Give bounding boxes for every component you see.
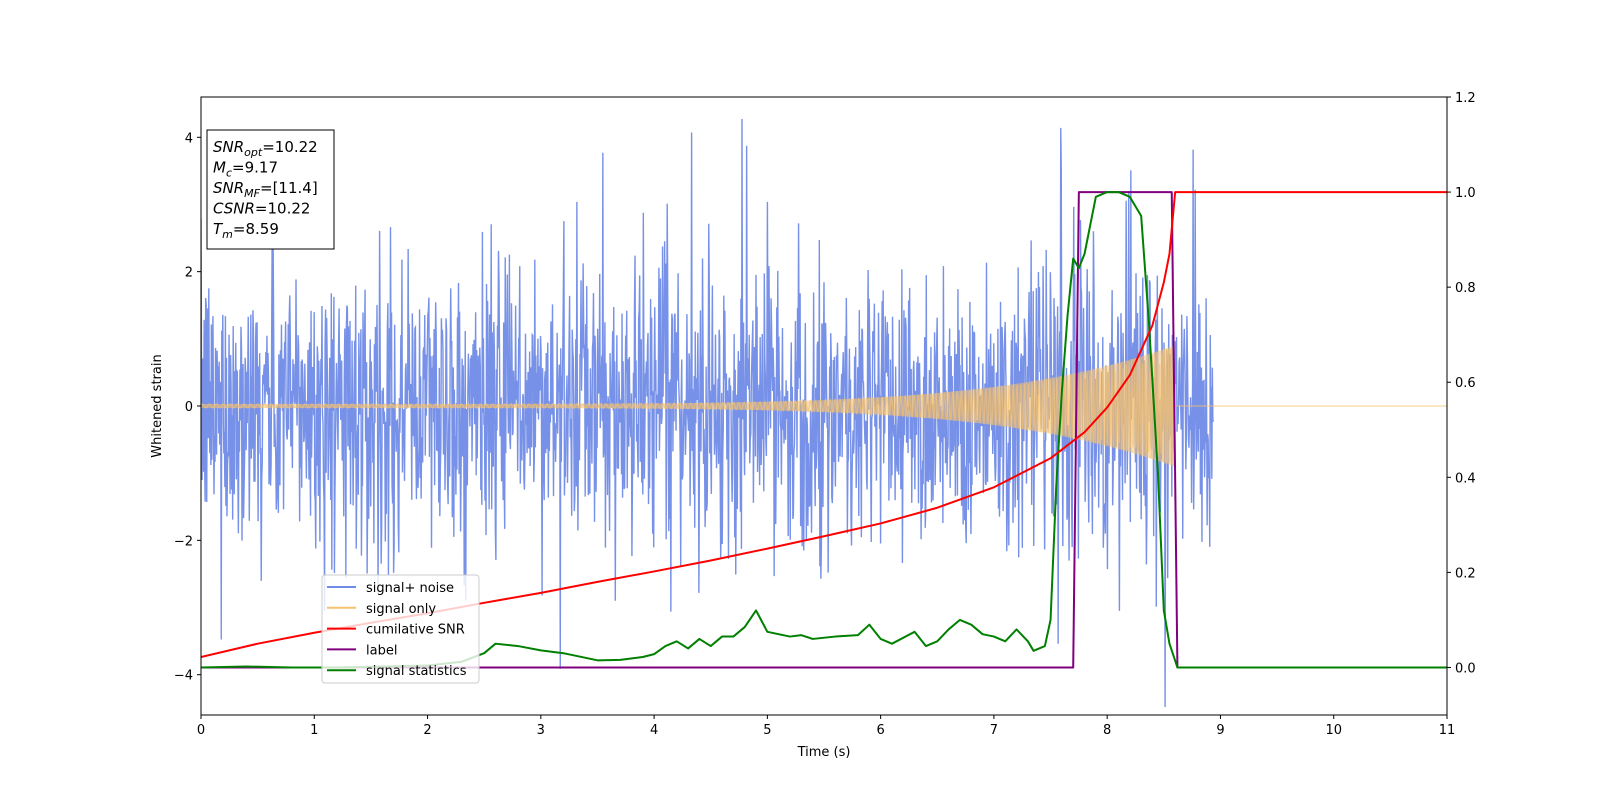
legend-label: signal only (366, 602, 436, 617)
y-right-tick-label: 0.8 (1455, 281, 1476, 296)
y-right-tick-label: 0.4 (1455, 471, 1476, 486)
y-right-tick-label: 0.0 (1455, 661, 1476, 676)
info-line: SNRopt=10.22 (213, 138, 318, 159)
y-right-axis: 0.0 0.2 0.4 0.6 0.8 1.0 1.2 (1447, 91, 1476, 676)
y-left-tick-label: 4 (185, 131, 193, 146)
info-box-frame (206, 129, 335, 250)
x-tick-label: 7 (990, 723, 998, 738)
y-left-tick-label: 0 (185, 400, 193, 415)
x-tick-label: 3 (537, 723, 545, 738)
signal-plus-noise-line (201, 119, 1215, 708)
x-tick-label: 6 (876, 723, 884, 738)
info-line: CSNR=10.22 (213, 200, 310, 218)
info-line: SNRMF=[11.4] (213, 179, 318, 200)
y-axis-label: Whitened strain (150, 354, 165, 457)
legend-label: cumilative SNR (366, 623, 465, 638)
y-right-tick-label: 0.2 (1455, 566, 1476, 581)
x-tick-label: 10 (1325, 723, 1342, 738)
x-tick-label: 9 (1216, 723, 1224, 738)
info-line: Mc=9.17 (213, 159, 278, 180)
legend: signal+ noise signal only cumilative SNR la… (321, 574, 480, 684)
x-tick-label: 4 (650, 723, 658, 738)
x-tick-label: 5 (763, 723, 771, 738)
x-tick-label: 8 (1103, 723, 1111, 738)
y-right-tick-label: 1.2 (1455, 91, 1476, 106)
signal-statistics-line (201, 191, 1447, 669)
x-tick-label: 11 (1439, 723, 1456, 738)
y-right-tick-label: 1.0 (1455, 186, 1476, 201)
x-tick-label: 0 (197, 723, 205, 738)
y-left-tick-label: −4 (174, 669, 193, 684)
legend-label: signal+ noise (366, 581, 454, 596)
signal-only-envelope (201, 345, 1175, 467)
legend-label: signal statistics (366, 664, 467, 679)
y-left-tick-label: −2 (174, 534, 193, 549)
y-left-axis: −4 −2 0 2 4 (174, 131, 201, 684)
y-right-tick-label: 0.6 (1455, 376, 1476, 391)
x-axis: 0 1 2 3 4 5 6 7 8 9 10 11 (197, 715, 1455, 738)
signal-only-series (201, 345, 1447, 467)
y-left-tick-label: 2 (185, 266, 193, 281)
signal-plus-noise-series (201, 119, 1215, 708)
x-axis-label: Time (s) (797, 745, 851, 760)
legend-frame (321, 574, 480, 684)
info-box: SNRopt=10.22Mc=9.17SNRMF=[11.4]CSNR=10.2… (206, 129, 335, 250)
info-line: Tm=8.59 (213, 220, 279, 241)
x-tick-label: 1 (310, 723, 318, 738)
legend-label: label (366, 643, 397, 658)
x-tick-label: 2 (423, 723, 431, 738)
